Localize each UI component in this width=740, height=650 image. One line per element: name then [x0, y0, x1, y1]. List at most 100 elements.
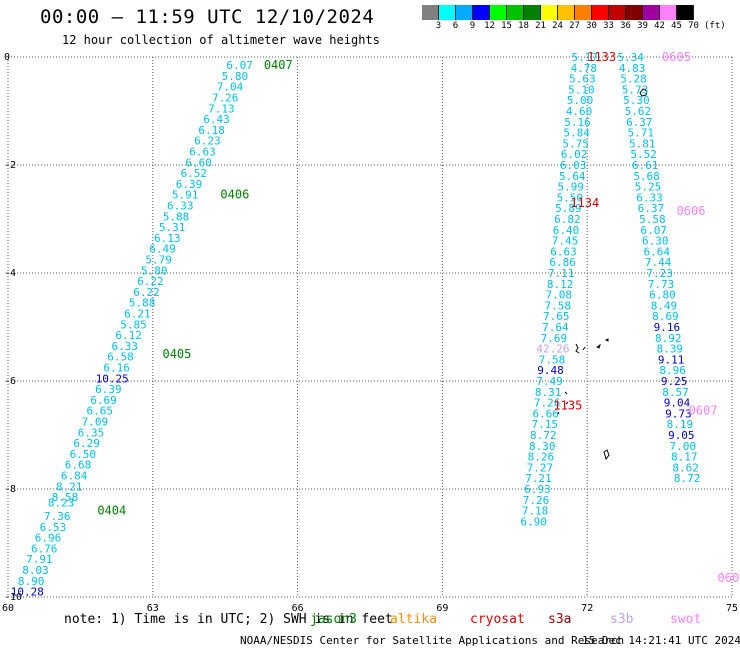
wave-height-value: 5.89	[555, 202, 582, 215]
wave-height-value: 6.60	[185, 156, 212, 169]
wave-height-value: 6.65	[86, 405, 113, 418]
footer-credit: NOAA/NESDIS Center for Satellite Applica…	[240, 634, 625, 647]
pass-time-marker: 0606	[677, 204, 706, 218]
color-scale-swatch	[524, 5, 541, 20]
wave-height-value: 8.62	[672, 461, 699, 474]
wave-height-value: 5.31	[159, 221, 186, 234]
wave-height-value: 8.90	[18, 575, 45, 588]
wave-height-value: 5.00	[567, 94, 594, 107]
wave-height-value: 5.30	[623, 94, 650, 107]
wave-height-value: 7.13	[208, 102, 235, 115]
wave-height-value: 5.58	[639, 213, 666, 226]
color-scale-swatch	[422, 5, 439, 20]
y-tick-label: -10	[4, 592, 22, 603]
wave-height-value: 8.39	[656, 343, 683, 356]
wave-height-value: 8.03	[22, 564, 49, 577]
wave-height-value: 7.73	[648, 278, 675, 291]
wave-height-value: 6.35	[78, 426, 105, 439]
color-scale-label: 45	[671, 21, 682, 31]
wave-height-value: 9.04	[664, 397, 691, 410]
color-scale-swatch	[643, 5, 660, 20]
wave-height-value: 7.27	[527, 461, 554, 474]
color-scale-label: 36	[620, 21, 631, 31]
wave-height-value: 7.64	[542, 321, 569, 334]
x-tick-label: 69	[436, 603, 448, 612]
wave-height-value: 6.22	[137, 275, 164, 288]
color-scale-label: 24	[552, 21, 563, 31]
legend-item: s3a	[548, 612, 572, 627]
wave-height-value: 5.80	[222, 70, 249, 83]
color-scale-swatch	[660, 5, 677, 20]
wave-height-value: 6.37	[626, 116, 653, 129]
wave-height-value: 7.69	[541, 332, 568, 345]
wave-height-value: 8.26	[528, 451, 555, 464]
island-outline	[557, 391, 569, 415]
color-scale-label: 21	[535, 21, 546, 31]
wave-height-value: 6.33	[167, 200, 194, 213]
wave-height-value: 6.02	[561, 148, 588, 161]
wave-height-value: 7.58	[545, 299, 572, 312]
wave-height-value: 7.65	[543, 310, 570, 323]
wave-height-value: 5.16	[564, 116, 591, 129]
map-title: 00:00 – 11:59 UTC 12/10/2024	[40, 6, 375, 28]
color-scale-swatch	[473, 5, 490, 20]
wave-height-value: 6.50	[70, 448, 97, 461]
wave-height-value: 6.16	[103, 362, 130, 375]
wave-height-value: 5.68	[633, 170, 660, 183]
wave-height-value: 9.73	[665, 407, 692, 420]
color-scale-swatch	[490, 5, 507, 20]
wave-height-value: 5.50	[557, 191, 584, 204]
wave-height-value: 9.25	[661, 375, 688, 388]
wave-height-value: 6.22	[133, 286, 160, 299]
wave-height-value: 6.63	[550, 245, 577, 258]
wave-height-value: 7.26	[523, 494, 550, 507]
wave-height-value: 4.83	[619, 62, 646, 75]
wave-height-value: 6.03	[560, 159, 587, 172]
legend-item: cryosat	[470, 612, 525, 627]
wave-height-value: 6.37	[638, 202, 665, 215]
wave-height-value: 8.12	[547, 278, 574, 291]
wave-height-value: 6.58	[107, 351, 134, 364]
wave-height-value: 42.26	[536, 343, 569, 356]
x-tick-label: 60	[2, 603, 14, 612]
wave-height-value: 6.12	[115, 329, 142, 342]
wave-height-value: 7.08	[545, 289, 572, 302]
wave-height-value: 6.69	[90, 394, 117, 407]
color-scale-swatch	[592, 5, 609, 20]
color-scale-label: 3	[435, 21, 442, 31]
wave-height-value: 7.91	[26, 553, 53, 566]
island-outline	[596, 343, 601, 349]
color-scale-label: 12	[484, 21, 495, 31]
wave-height-value: 6.49	[149, 243, 176, 256]
pass-time-marker: 1133	[587, 50, 616, 64]
legend-item: altika	[390, 612, 437, 627]
color-scale-label: 30	[586, 21, 597, 31]
wave-height-value: 6.33	[112, 340, 139, 353]
wave-height-value: 5.84	[563, 127, 590, 140]
island-outline	[582, 346, 586, 351]
x-tick-label: 66	[292, 603, 304, 612]
wave-height-value: 6.18	[198, 124, 225, 137]
wave-height-value: 6.40	[553, 224, 580, 237]
wave-height-value: 8.17	[671, 451, 698, 464]
wave-height-value: 7.23	[646, 267, 673, 280]
footer-timestamp: 15 Dec 14:21:41 UTC 2024	[582, 634, 740, 647]
color-scale-label: 27	[569, 21, 580, 31]
wave-height-value: 6.52	[181, 167, 208, 180]
wave-height-value: 6.23	[194, 135, 221, 148]
y-tick-label: -2	[4, 160, 16, 171]
island-outline	[603, 449, 610, 461]
color-scale-label: 6	[452, 21, 459, 31]
x-tick-label: 72	[581, 603, 593, 612]
wave-height-value: 6.64	[643, 245, 670, 258]
color-scale-swatch	[558, 5, 575, 20]
wave-height-value: 5.62	[625, 105, 652, 118]
color-scale-label: 42	[654, 21, 665, 31]
wave-height-value: 8.57	[662, 386, 689, 399]
wave-height-value: 10.25	[96, 372, 129, 385]
wave-height-value: 6.29	[73, 437, 100, 450]
wave-height-value: 9.48	[537, 364, 564, 377]
pass-time-marker: 0404	[97, 504, 126, 518]
wave-height-value: 8.21	[56, 480, 83, 493]
color-scale-swatch	[439, 5, 456, 20]
